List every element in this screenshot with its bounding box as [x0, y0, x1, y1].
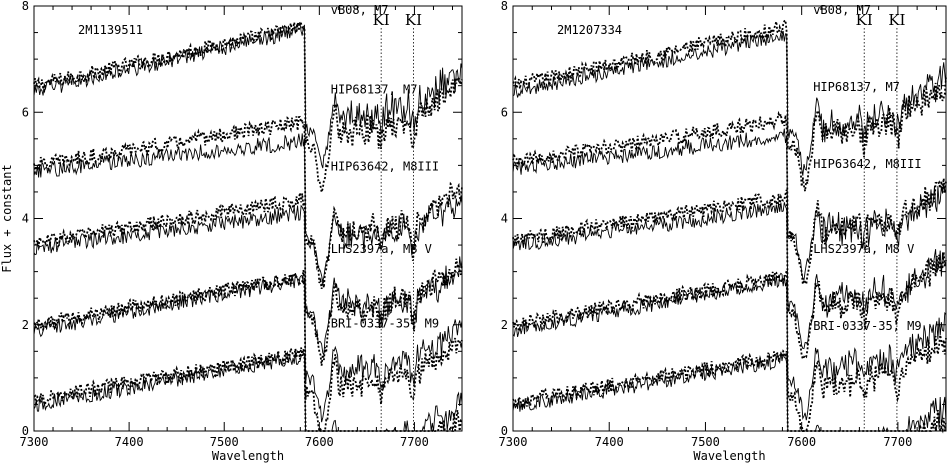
ki-label: KI [405, 11, 422, 29]
chart-panel-1: 7300 7400 7500 7600 7700 0 2 4 6 8 Wavelength Flux … [0, 0, 463, 463]
panel-label: 2M1139511 [78, 23, 143, 37]
series-label: HIP63642, M8III [813, 157, 921, 171]
series-label: vB08, M7 [331, 3, 389, 17]
template-spectrum-line [512, 351, 947, 432]
ki-label: KI [373, 11, 390, 29]
x-tick-label: 7400 [595, 435, 624, 449]
x-tick-label: 7600 [305, 435, 334, 449]
y-tick-label: 6 [501, 105, 508, 119]
y-axis-title: Flux + constant [0, 164, 14, 272]
x-tick-label: 7500 [210, 435, 239, 449]
y-tick-label: 4 [501, 212, 508, 226]
ki-label: KI [888, 11, 905, 29]
target-spectrum-line [33, 270, 463, 434]
target-spectrum-line [33, 347, 463, 433]
x-tick-label: 7300 [20, 435, 49, 449]
template-spectrum-line [512, 272, 947, 421]
ki-label: KI [856, 11, 873, 29]
target-spectrum-line [33, 192, 463, 366]
x-axis-title: Wavelength [693, 449, 765, 463]
target-spectrum-line [512, 349, 947, 434]
template-spectrum-line [512, 30, 947, 176]
target-spectrum-line [33, 20, 463, 193]
template-spectrum-line [512, 202, 947, 349]
series-label: HIP68137, M7 [813, 80, 900, 94]
y-tick-label: 8 [501, 0, 508, 13]
target-spectrum-line [512, 189, 947, 362]
template-spectrum-line [33, 204, 463, 357]
panel-label: 2M1207334 [557, 23, 622, 37]
y-tick-label: 2 [501, 318, 508, 332]
series-label: HIP68137, M7 [331, 83, 418, 97]
x-tick-label: 7500 [691, 435, 720, 449]
chart-panel-2: 7300 7400 7500 7600 7700 0 2 4 6 8 Wavelength 2M120… [499, 0, 947, 463]
target-spectrum-line [512, 270, 947, 432]
y-tick-label: 6 [22, 105, 29, 119]
template-spectrum-line [512, 128, 947, 282]
x-tick-label: 7300 [499, 435, 528, 449]
x-tick-label: 7400 [115, 435, 144, 449]
template-spectrum-line [33, 133, 463, 283]
x-axis-title: Wavelength [212, 449, 284, 463]
y-tick-label: 8 [22, 0, 29, 13]
y-tick-label: 0 [501, 424, 508, 438]
template-spectrum-line [33, 21, 463, 169]
x-tick-label: 7600 [787, 435, 816, 449]
series-label: BRI-0337-35, M9 [813, 319, 921, 333]
series-label: HIP63642, M8III [331, 160, 439, 174]
template-spectrum-line [33, 350, 463, 432]
target-spectrum-line [33, 115, 463, 289]
template-spectrum-line [33, 273, 463, 423]
series-label: LHS2397a, M8 V [813, 242, 914, 256]
x-tick-label: 7700 [883, 435, 912, 449]
y-tick-label: 2 [22, 318, 29, 332]
y-tick-label: 4 [22, 212, 29, 226]
y-tick-label: 0 [22, 424, 29, 438]
series-label: vB08, M7 [813, 3, 871, 17]
series-label: BRI-0337-35, M9 [331, 316, 439, 330]
series-label: LHS2397a, M8 V [331, 242, 432, 256]
target-spectrum-line [512, 110, 947, 288]
x-tick-label: 7700 [400, 435, 429, 449]
